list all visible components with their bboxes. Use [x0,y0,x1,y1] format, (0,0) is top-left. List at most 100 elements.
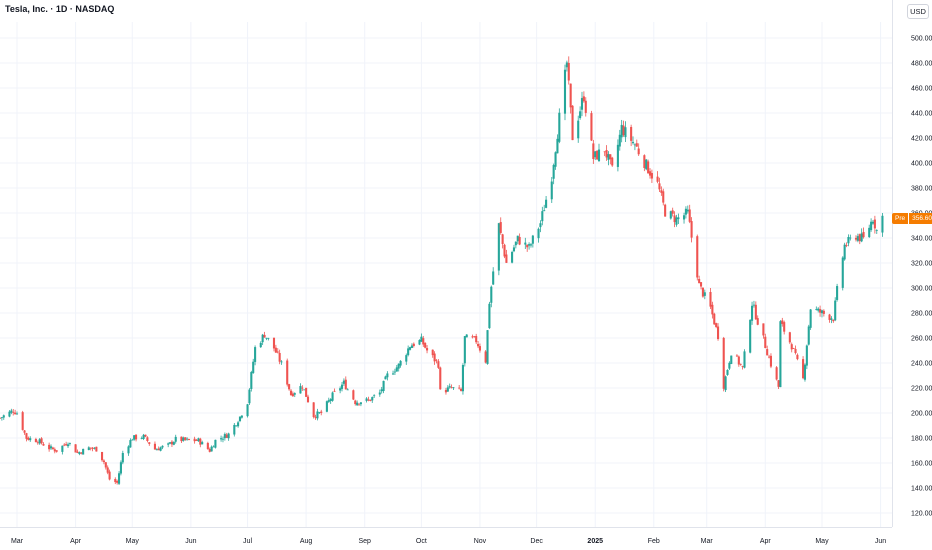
candle-body [214,439,217,448]
candle [802,356,805,380]
candle-body [656,176,659,182]
candle-body [603,151,606,153]
candle [766,345,769,356]
candle [305,387,308,397]
candle-body [356,402,359,406]
candle [325,400,328,413]
candle-body [212,446,215,448]
candle [592,139,595,164]
candle [61,445,64,455]
candle-body [78,452,81,454]
y-tick-label: 160.00 [911,461,932,468]
candle [630,124,633,147]
candle [660,186,663,196]
candle [267,337,270,341]
candle-body [768,356,771,358]
candle-body [422,338,425,345]
candle-body [550,181,553,200]
candle-body [777,380,780,387]
candle [235,425,238,427]
candle [512,244,516,253]
y-tick-label: 500.00 [911,36,932,43]
candle [650,169,653,184]
candle-body [135,434,138,440]
candle [339,386,342,394]
candle-body [571,105,574,141]
candle-body [684,208,687,215]
candle [0,417,2,419]
candle [142,433,145,441]
candle [91,446,94,452]
candle-body [841,257,844,288]
candle-body [696,236,699,278]
candle-body [815,309,818,310]
x-tick-label: Feb [648,538,660,545]
candle [240,415,243,419]
candle-body [592,143,595,160]
candle-body [832,319,835,322]
candle-body [669,211,672,219]
candle [596,150,599,160]
candle [751,301,754,325]
candle-body [643,155,646,168]
candle [775,366,778,381]
candle-body [764,336,767,349]
candle [762,323,765,339]
candle-body [478,346,482,351]
candle-body [484,351,487,363]
candle [524,237,527,249]
candle-body [503,244,506,257]
candle-body [399,360,402,366]
candle-body [631,141,635,144]
candle-body [446,387,449,392]
candle [777,379,780,390]
candle-body [735,355,738,357]
candle [201,440,204,445]
candle [29,436,32,442]
candle-body [49,446,53,449]
candle [412,342,415,348]
currency-button[interactable]: USD [907,4,929,19]
candle-body [486,330,489,364]
candle [38,438,41,445]
grid-layer [0,22,892,527]
candle [420,333,423,342]
candle [116,479,119,485]
candle-body [675,217,678,225]
candle [263,331,266,338]
candle-body [25,433,28,439]
candle-body [620,124,623,138]
candle [206,441,209,450]
candle-body [223,434,226,439]
candle-body [860,233,863,242]
candle-body [157,448,160,451]
candle [501,233,504,249]
candle-body [299,386,302,394]
candle-body [144,434,147,437]
candle-body [187,438,191,440]
candle [764,333,767,349]
candle-body [180,436,183,442]
candle [484,350,487,364]
candle [365,397,368,403]
candle-body [754,304,757,320]
candle [870,218,873,232]
candle-body [395,367,398,372]
candle-body [155,449,158,451]
candle [571,105,574,141]
candle-body [664,204,667,217]
candle [144,434,147,438]
candle [675,214,678,227]
candle [227,432,230,441]
candle-body [709,291,712,307]
candle [637,143,640,156]
candle-body [12,411,15,413]
candle-body [131,439,134,441]
candle [180,436,183,444]
candle-body [803,364,807,380]
candle [407,345,410,357]
candle [424,342,427,349]
candle [195,439,198,442]
candle [117,471,121,486]
